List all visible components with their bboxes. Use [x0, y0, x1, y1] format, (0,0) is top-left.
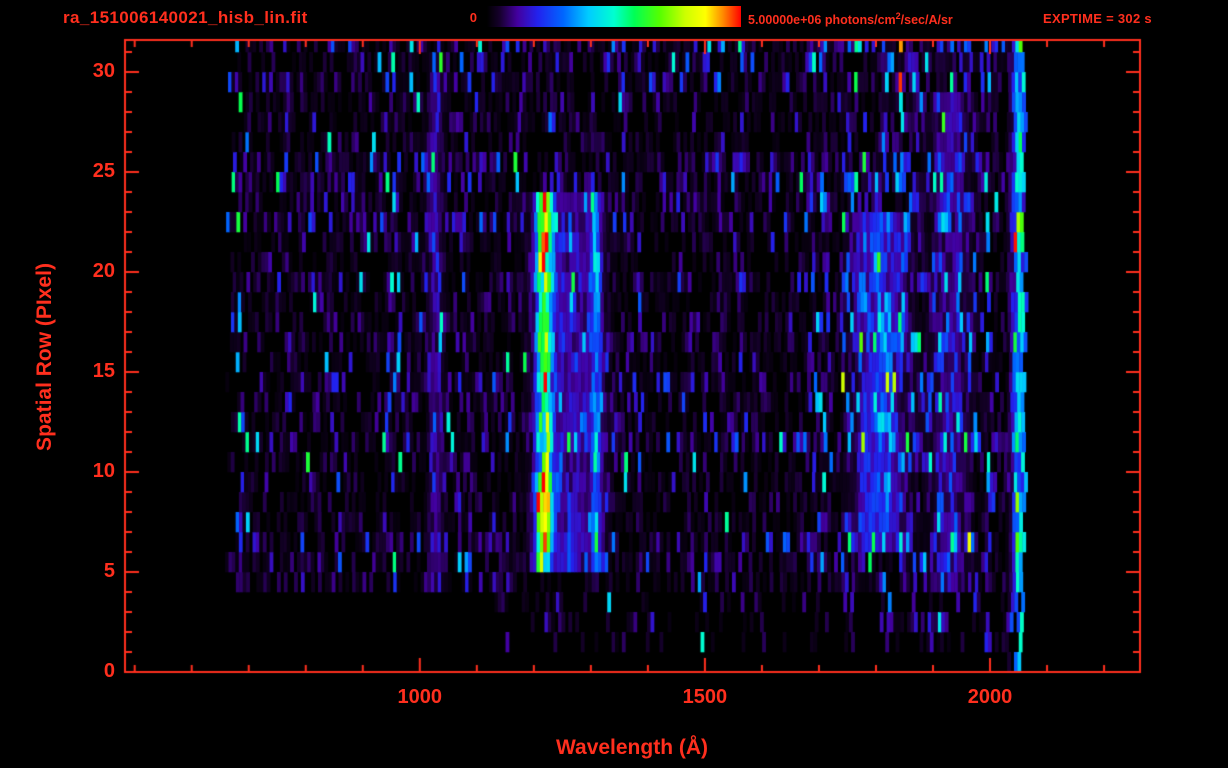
exptime-label: EXPTIME = 302 s: [1043, 11, 1152, 26]
colorbar-min-label: 0: [469, 10, 477, 25]
x-axis-label: Wavelength (Å): [555, 736, 709, 759]
colorbar-max-value: 5.00000e+06 photons/cm: [748, 13, 896, 28]
x-tick-label: 2000: [967, 686, 1013, 708]
colorbar-units-suffix: /sec/A/sr: [900, 13, 953, 28]
filename-title: ra_151006140021_hisb_lin.fit: [63, 8, 308, 27]
y-tick-label: 20: [92, 260, 115, 282]
y-tick-label: 0: [103, 660, 115, 682]
y-tick-label: 15: [92, 360, 115, 382]
y-tick-label: 10: [92, 460, 115, 482]
y-tick-label: 25: [92, 160, 115, 182]
colorbar-units-exponent: 2: [895, 11, 901, 21]
x-tick-label: 1000: [397, 686, 443, 708]
colorbar-gradient: [487, 6, 741, 27]
y-tick-label: 5: [103, 560, 115, 582]
x-tick-label: 1500: [682, 686, 728, 708]
colorbar-max-label: 5.00000e+06 photons/cm2/sec/A/sr: [748, 11, 953, 27]
y-tick-label: 30: [92, 60, 115, 82]
